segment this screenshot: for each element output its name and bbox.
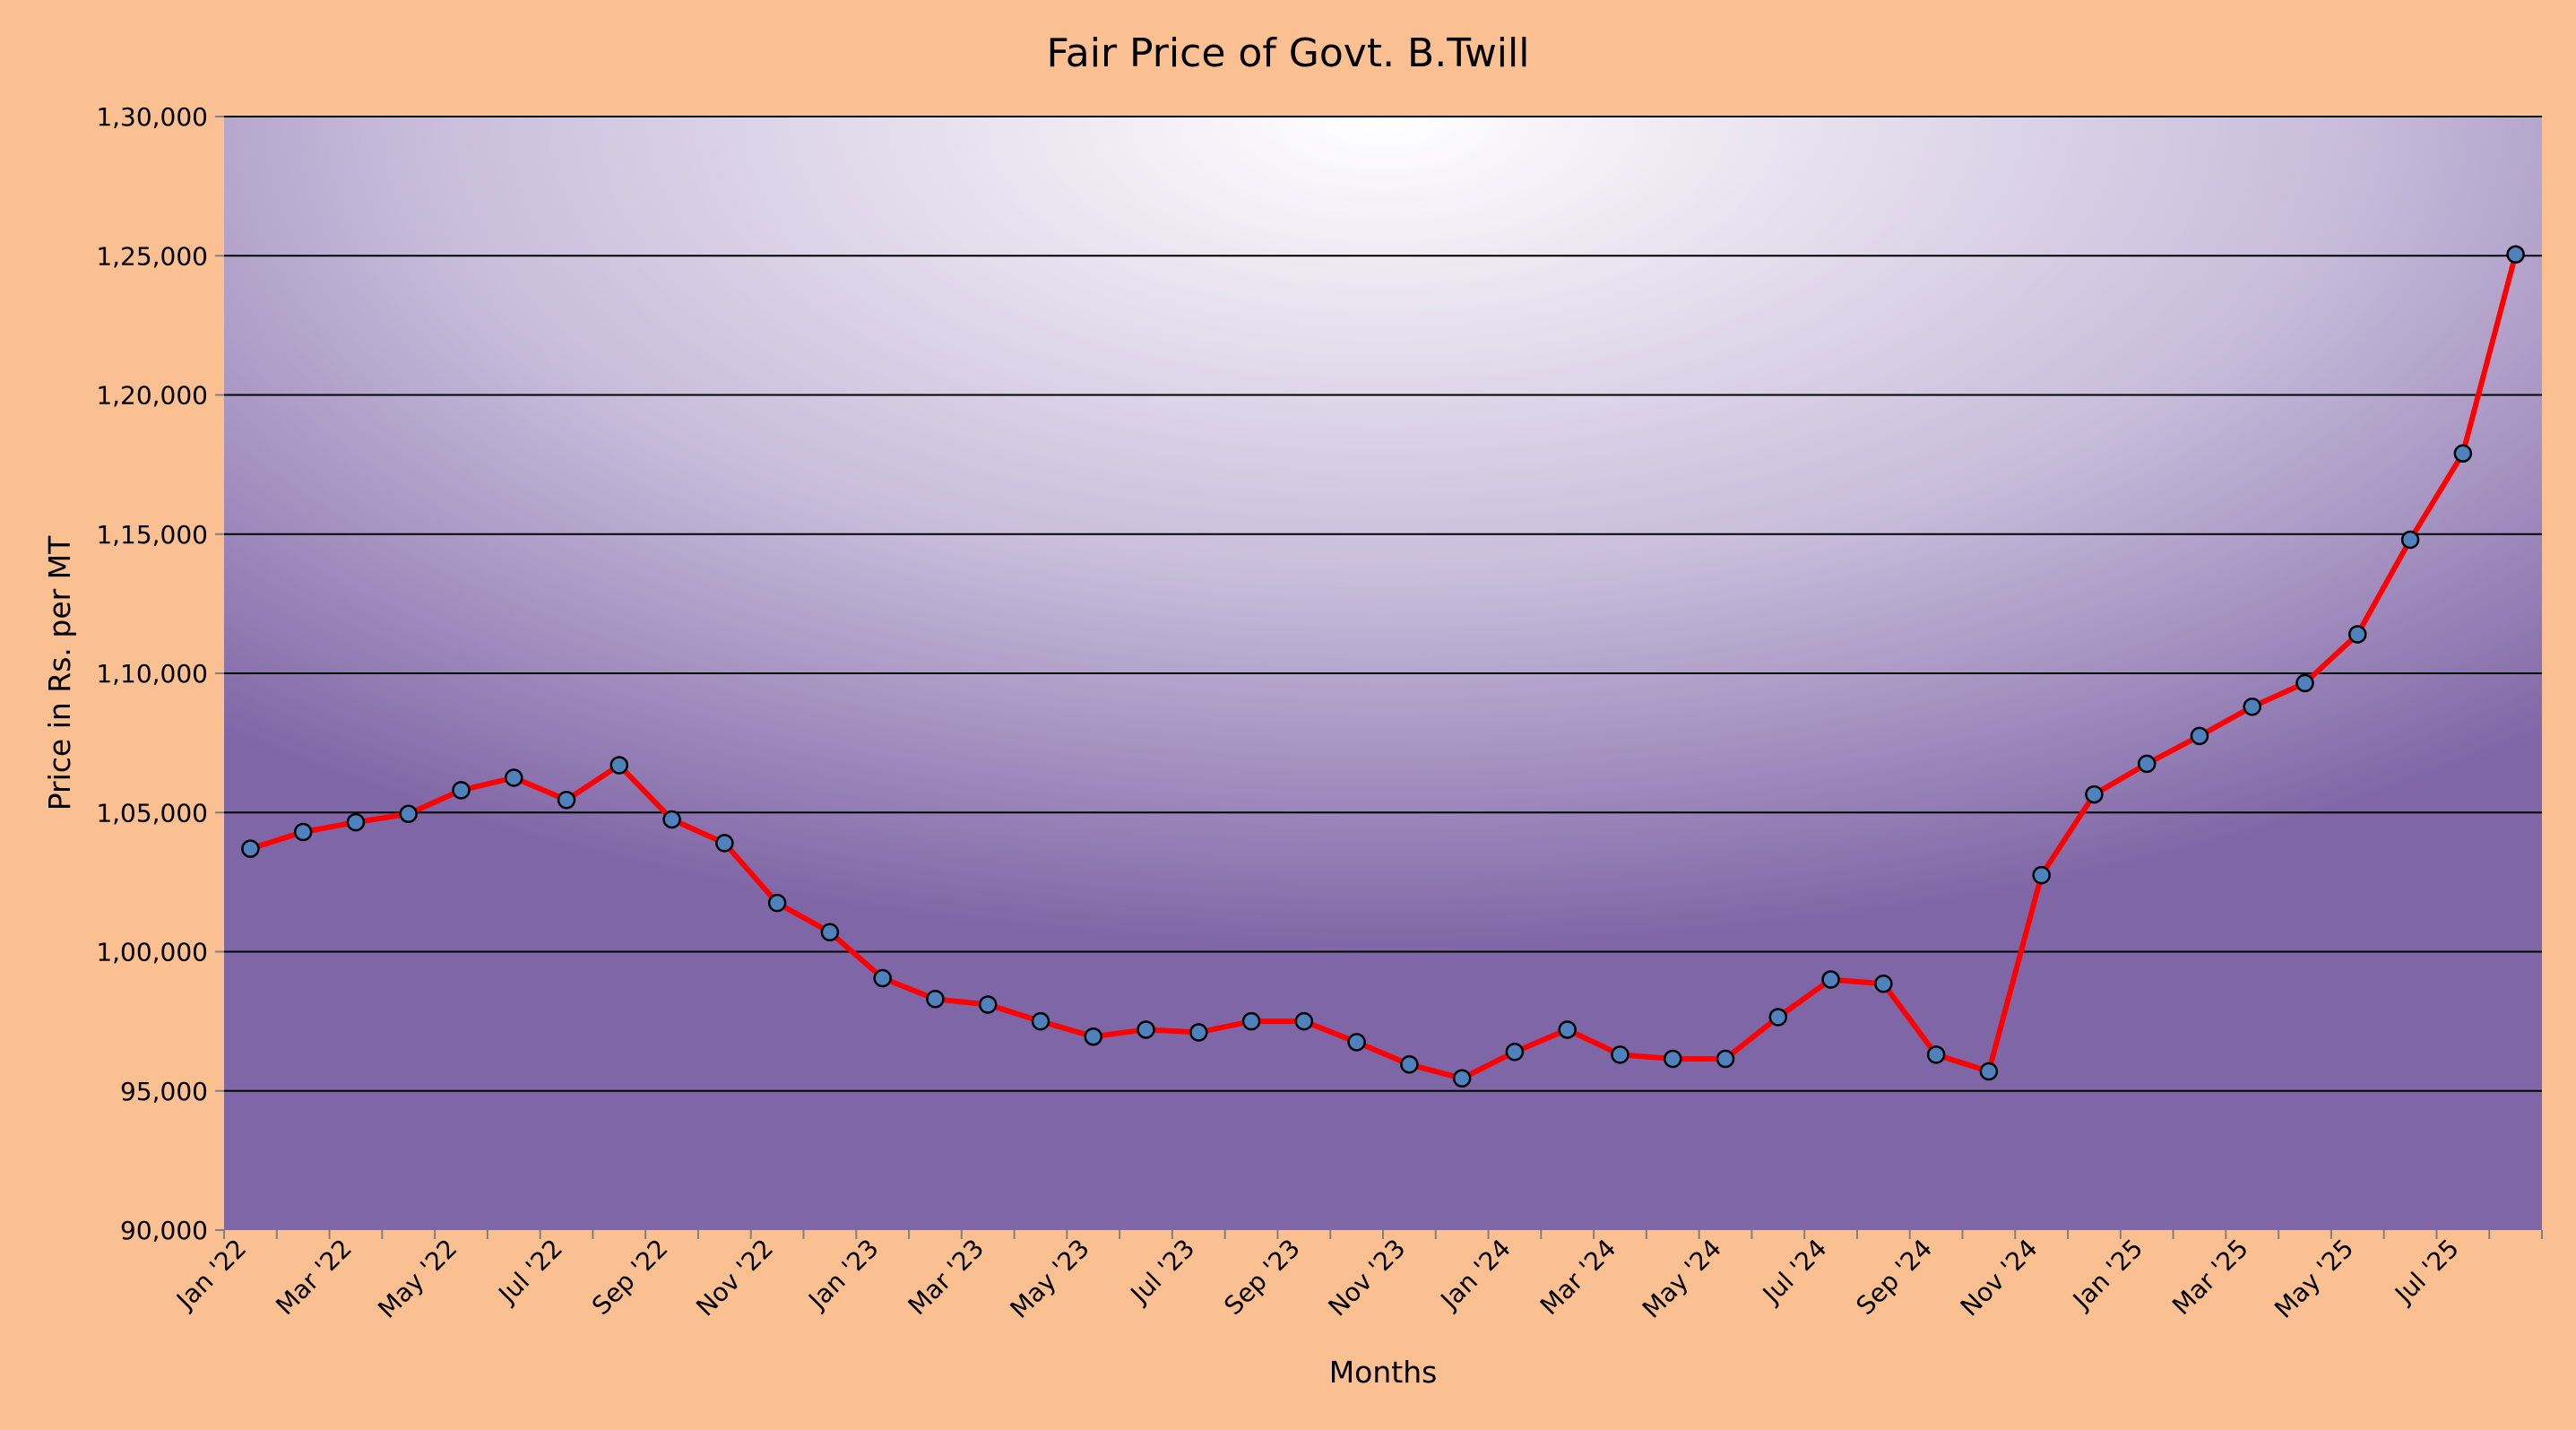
y-axis-title: Price in Rs. per MT: [42, 535, 77, 810]
series-line: [247, 251, 2519, 1081]
x-tick-label: Nov '22: [690, 1234, 779, 1322]
x-tick-label: Nov '23: [1322, 1234, 1411, 1322]
data-point: [1294, 1011, 1314, 1031]
data-point: [662, 810, 681, 829]
data-point: [1452, 1069, 1472, 1088]
x-tick-label: Mar '23: [903, 1234, 990, 1322]
y-tick-label: 95,000: [120, 1077, 208, 1106]
chart-title: Fair Price of Govt. B.Twill: [1047, 30, 1530, 76]
x-tick-label: May '23: [1005, 1234, 1095, 1324]
data-point: [1874, 974, 1893, 993]
data-point: [715, 834, 734, 853]
x-axis-ticks: Jan '22 Mar '22 May '22 Jul '22 Sep '22 Nov '…: [169, 1230, 2543, 1324]
data-point: [293, 822, 313, 842]
data-point: [1505, 1043, 1525, 1062]
data-point: [1821, 970, 1840, 989]
data-point: [2348, 625, 2367, 644]
x-tick-label: Sep '23: [1218, 1234, 1306, 1322]
gridlines: [224, 116, 2542, 1092]
y-tick-label: 1,00,000: [96, 938, 208, 967]
x-tick-label: Sep '24: [1851, 1234, 1939, 1322]
x-tick-label: Jul '22: [491, 1234, 568, 1311]
y-tick-label: 1,15,000: [96, 520, 208, 550]
x-tick-label: May '24: [1637, 1234, 1727, 1324]
data-point: [346, 812, 366, 832]
data-point: [2032, 865, 2051, 885]
data-point: [557, 791, 576, 810]
y-axis-ticks: 90,000 95,000 1,00,000 1,05,000 1,10,000 1,15…: [96, 102, 224, 1245]
x-tick-label: Jan '22: [169, 1234, 252, 1316]
x-tick-label: Jan '25: [2066, 1234, 2148, 1316]
data-point: [2400, 530, 2420, 550]
data-point: [2453, 444, 2473, 463]
y-tick-label: 1,05,000: [96, 798, 208, 828]
x-tick-label: May '25: [2269, 1234, 2359, 1324]
y-tick-label: 90,000: [120, 1216, 208, 1245]
data-point: [609, 756, 629, 775]
data-point: [1400, 1055, 1419, 1074]
x-tick-label: Jul '24: [1756, 1234, 1833, 1311]
x-tick-label: Mar '25: [2166, 1234, 2254, 1322]
data-point: [1189, 1023, 1208, 1042]
x-tick-label: Jan '23: [801, 1234, 884, 1316]
y-tick-label: 1,20,000: [96, 381, 208, 411]
data-point: [1664, 1049, 1682, 1069]
data-point: [399, 804, 418, 824]
data-point: [2295, 673, 2314, 693]
data-point: [505, 768, 523, 787]
data-point: [1768, 1008, 1788, 1027]
y-tick-label: 1,25,000: [96, 241, 208, 271]
data-point: [452, 781, 471, 800]
data-point: [2085, 784, 2104, 804]
data-point: [1716, 1049, 1735, 1069]
series-price: [241, 245, 2525, 1088]
data-point: [873, 968, 892, 988]
x-tick-label: Mar '22: [270, 1234, 358, 1322]
data-point: [1137, 1020, 1155, 1039]
data-point: [926, 990, 945, 1009]
x-tick-label: Sep '22: [586, 1234, 674, 1322]
y-tick-label: 1,10,000: [96, 659, 208, 689]
data-point: [2137, 754, 2157, 774]
data-point: [1031, 1011, 1050, 1031]
data-point: [2243, 698, 2261, 716]
x-tick-label: May '22: [372, 1234, 462, 1324]
x-tick-label: Nov '24: [1955, 1234, 2044, 1322]
data-point: [767, 893, 787, 913]
data-point: [1241, 1011, 1261, 1031]
data-point: [241, 839, 260, 858]
x-tick-label: Jan '24: [1434, 1234, 1517, 1316]
x-tick-label: Mar '24: [1534, 1234, 1622, 1322]
y-tick-label: 1,30,000: [96, 102, 208, 132]
x-tick-label: Jul '25: [2388, 1234, 2465, 1311]
x-tick-label: Jul '23: [1124, 1234, 1201, 1311]
x-axis-title: Months: [1329, 1355, 1438, 1390]
data-point: [2190, 726, 2209, 746]
data-point: [1347, 1033, 1366, 1052]
data-point: [1558, 1020, 1577, 1039]
data-point: [1084, 1027, 1102, 1046]
data-point: [1611, 1045, 1629, 1064]
data-point: [1979, 1062, 1999, 1081]
data-point: [820, 923, 840, 942]
data-point: [978, 995, 998, 1014]
data-point: [1926, 1045, 1946, 1064]
data-point: [2506, 245, 2525, 264]
